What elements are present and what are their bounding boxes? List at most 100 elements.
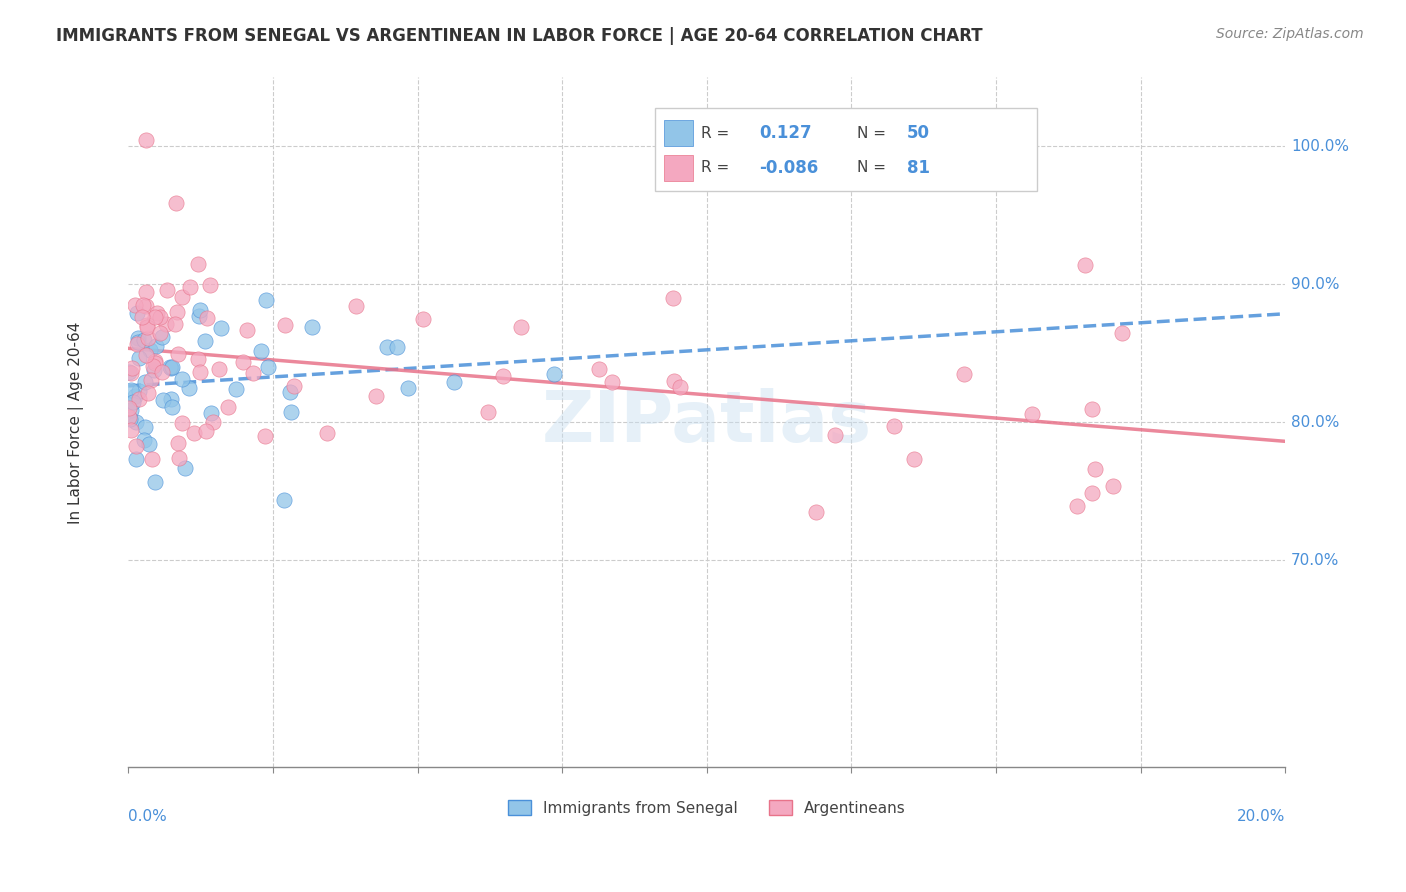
Text: Source: ZipAtlas.com: Source: ZipAtlas.com	[1216, 27, 1364, 41]
Point	[135, 299, 157, 313]
Text: ZIPatlas: ZIPatlas	[541, 388, 872, 457]
Point	[187, 352, 209, 367]
Point	[183, 426, 205, 441]
Point	[952, 367, 974, 381]
Text: 80.0%: 80.0%	[1291, 415, 1340, 430]
Point	[120, 412, 142, 426]
Point	[159, 359, 181, 374]
Point	[167, 435, 190, 450]
Point	[138, 437, 160, 451]
Point	[170, 416, 193, 430]
Point	[122, 395, 145, 409]
Point	[145, 355, 167, 369]
Point	[273, 493, 295, 508]
Point	[163, 318, 186, 332]
Text: 90.0%: 90.0%	[1291, 277, 1340, 292]
Point	[883, 418, 905, 433]
Point	[127, 335, 149, 350]
Text: 0.0%: 0.0%	[128, 809, 167, 823]
Point	[124, 389, 146, 403]
Point	[194, 425, 217, 439]
Point	[510, 319, 533, 334]
Point	[143, 353, 166, 368]
Point	[136, 385, 159, 400]
Point	[188, 303, 211, 318]
Point	[142, 359, 165, 373]
Point	[120, 403, 142, 417]
Text: 100.0%: 100.0%	[1291, 139, 1350, 154]
Point	[669, 380, 692, 394]
Point	[254, 293, 277, 307]
Point	[804, 506, 827, 520]
Point	[543, 367, 565, 381]
Point	[135, 348, 157, 362]
Point	[188, 309, 211, 323]
Text: In Labor Force | Age 20-64: In Labor Force | Age 20-64	[69, 321, 84, 524]
Point	[128, 351, 150, 365]
Point	[145, 339, 167, 353]
Point	[149, 310, 172, 325]
Point	[118, 410, 141, 425]
Point	[200, 406, 222, 420]
Point	[195, 310, 218, 325]
Point	[280, 384, 302, 399]
Point	[385, 340, 408, 354]
Point	[1102, 479, 1125, 493]
Point	[141, 451, 163, 466]
Point	[209, 321, 232, 335]
Point	[146, 306, 169, 320]
Point	[125, 451, 148, 466]
Point	[375, 340, 398, 354]
Point	[316, 426, 339, 441]
Text: 70.0%: 70.0%	[1291, 553, 1340, 568]
Point	[170, 372, 193, 386]
Point	[1084, 462, 1107, 476]
Text: R =: R =	[702, 161, 730, 176]
Point	[280, 405, 302, 419]
Text: -0.086: -0.086	[759, 159, 818, 177]
Point	[274, 318, 297, 332]
Point	[150, 329, 173, 343]
Point	[600, 375, 623, 389]
Point	[477, 405, 499, 419]
Point	[124, 298, 146, 312]
Point	[125, 439, 148, 453]
Point	[661, 291, 683, 305]
Point	[125, 306, 148, 320]
Point	[903, 452, 925, 467]
Point	[120, 366, 142, 380]
Text: IMMIGRANTS FROM SENEGAL VS ARGENTINEAN IN LABOR FORCE | AGE 20-64 CORRELATION CH: IMMIGRANTS FROM SENEGAL VS ARGENTINEAN I…	[56, 27, 983, 45]
Point	[443, 375, 465, 389]
Point	[492, 369, 515, 384]
Point	[156, 283, 179, 297]
Point	[250, 344, 273, 359]
Point	[201, 415, 224, 429]
Text: 20.0%: 20.0%	[1237, 809, 1285, 823]
Point	[155, 318, 177, 332]
Point	[127, 337, 149, 351]
Legend: Immigrants from Senegal, Argentineans: Immigrants from Senegal, Argentineans	[502, 794, 911, 822]
Point	[217, 400, 239, 414]
FancyBboxPatch shape	[655, 109, 1036, 191]
Point	[120, 383, 142, 397]
Point	[131, 298, 153, 312]
Point	[159, 360, 181, 375]
Point	[149, 326, 172, 340]
Text: 0.127: 0.127	[759, 124, 811, 143]
Point	[232, 354, 254, 368]
Point	[198, 277, 221, 292]
Point	[159, 392, 181, 406]
Point	[138, 331, 160, 345]
Point	[256, 359, 278, 374]
Point	[125, 415, 148, 429]
Point	[412, 311, 434, 326]
FancyBboxPatch shape	[664, 154, 693, 181]
Point	[174, 461, 197, 475]
Point	[301, 319, 323, 334]
Point	[283, 378, 305, 392]
Point	[344, 299, 367, 313]
Point	[139, 343, 162, 358]
Point	[166, 305, 188, 319]
Point	[118, 366, 141, 380]
Text: 50: 50	[907, 124, 929, 143]
